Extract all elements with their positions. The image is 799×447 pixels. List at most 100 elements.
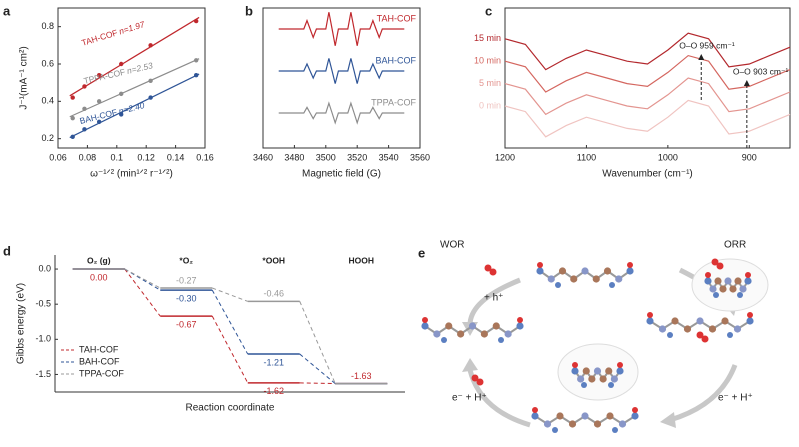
connector (211, 289, 249, 355)
atom (531, 412, 539, 420)
atom (517, 317, 523, 323)
atom (734, 277, 742, 285)
atom (555, 282, 561, 288)
value-label: -0.30 (176, 294, 197, 304)
category-label: *OOH (262, 255, 285, 265)
n-value: n=1.97 (118, 19, 146, 36)
data-point (193, 58, 199, 63)
atom (615, 275, 623, 283)
legend-label: TPPA-COF (79, 368, 124, 378)
molecule (571, 362, 624, 388)
atom (552, 427, 558, 433)
atom (588, 375, 596, 383)
atom (609, 282, 615, 288)
x-tick-label: 0.06 (49, 152, 67, 162)
diagram-label: e⁻ + H⁺ (718, 393, 753, 404)
atom (468, 322, 477, 330)
connector (299, 353, 336, 384)
annotation-text: O–O 903 cm⁻¹ (733, 66, 789, 76)
data-point (82, 127, 87, 132)
atom (592, 275, 600, 283)
atom (603, 267, 612, 275)
atom (733, 325, 742, 333)
plot-frame (262, 7, 421, 149)
atom (667, 332, 673, 338)
value-label: 0.00 (90, 272, 108, 282)
n-value: n=2.40 (118, 100, 146, 116)
x-tick-label: 3460 (253, 152, 273, 162)
atom (671, 317, 679, 325)
x-tick-label: 1000 (658, 152, 678, 162)
atom (441, 337, 447, 343)
atom (747, 312, 753, 318)
atom (593, 420, 602, 428)
data-point (70, 95, 75, 100)
panel-letter: b (245, 3, 253, 18)
category-label: *O₂ (179, 255, 193, 265)
arrow-head (462, 358, 478, 372)
atom (719, 285, 727, 293)
atom (608, 382, 614, 388)
y-tick-label: -1.5 (35, 369, 51, 379)
x-tick-label: 0.1 (111, 152, 124, 162)
atom (581, 412, 589, 420)
data-point (96, 119, 102, 125)
arrow-head (660, 412, 676, 428)
atom (492, 322, 500, 330)
atom (618, 420, 627, 428)
arrow-head (698, 54, 705, 60)
value-label: -0.46 (263, 289, 284, 299)
panel-letter: d (3, 243, 11, 258)
x-tick-label: 3560 (410, 152, 430, 162)
y-tick-label: 0.4 (41, 96, 54, 106)
atom (696, 317, 704, 325)
x-tick-label: 3520 (347, 152, 367, 162)
diagram-label: + h⁺ (484, 293, 503, 304)
atom (568, 420, 577, 428)
atom (599, 375, 607, 383)
series-line (278, 12, 405, 46)
atom (658, 325, 667, 333)
connector (211, 315, 249, 384)
y-axis-label: J⁻¹(mA⁻¹ cm²) (19, 46, 30, 109)
atom (721, 317, 729, 325)
connector (124, 268, 161, 289)
legend-label: BAH-COF (79, 356, 120, 366)
atom (421, 322, 429, 330)
data-point (70, 134, 75, 139)
oxygen (701, 335, 709, 343)
x-tick-label: 1200 (495, 152, 515, 162)
diagram-label: WOR (440, 240, 464, 251)
atom (480, 330, 488, 338)
series-label: 10 min (474, 56, 501, 66)
y-tick-label: 0.0 (38, 263, 51, 273)
atom (616, 367, 624, 375)
atom (708, 325, 717, 333)
atom (729, 285, 737, 293)
data-point (119, 61, 124, 67)
connector (124, 268, 161, 317)
connector (299, 382, 336, 385)
series-label: TPPA-COF (371, 97, 416, 107)
x-tick-label: 0.14 (167, 152, 185, 162)
value-label: -1.63 (351, 371, 372, 381)
n-value: n=2.53 (126, 60, 154, 76)
atom (617, 362, 623, 368)
data-point (193, 73, 199, 78)
atom (631, 412, 639, 420)
atom (445, 322, 453, 330)
data-point (119, 91, 124, 97)
oxygen (484, 264, 492, 272)
atom (536, 267, 544, 275)
atom (745, 272, 751, 278)
plot-frame (57, 7, 206, 149)
atom (581, 382, 587, 388)
atom (610, 375, 618, 383)
molecule (646, 312, 754, 338)
atom (504, 330, 512, 338)
series-name: TPPA-COF (83, 67, 127, 86)
atom (746, 317, 754, 325)
series-line (504, 77, 791, 116)
data-point (96, 73, 102, 78)
